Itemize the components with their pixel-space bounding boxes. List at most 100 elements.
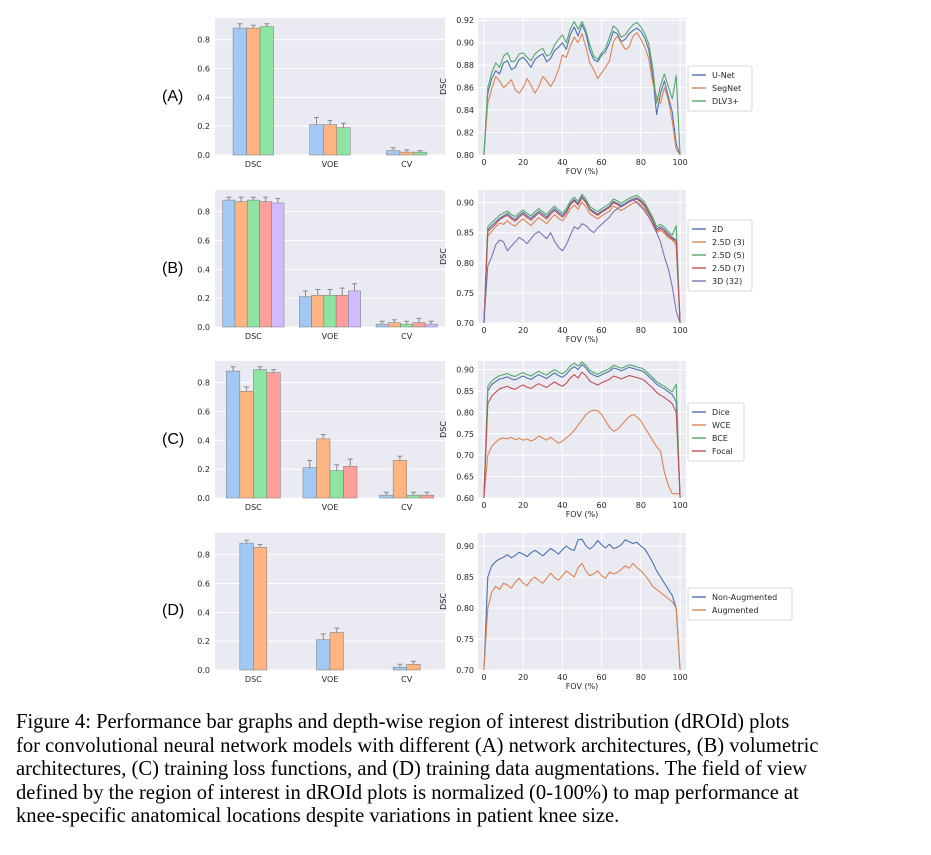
x-tick-label: 40 <box>557 326 567 335</box>
x-tick-label: 20 <box>518 501 528 510</box>
y-tick-label: 0.90 <box>456 39 474 48</box>
y-tick-label: 0.80 <box>456 604 474 613</box>
x-tick-label: 20 <box>518 326 528 335</box>
bar <box>329 470 344 499</box>
x-axis-label: FOV (%) <box>566 335 599 344</box>
x-tick-label: 100 <box>672 158 687 167</box>
bar <box>406 494 421 499</box>
panel-labels: (A) (B) (C) (D) <box>162 88 184 619</box>
legend-label: SegNet <box>712 84 741 93</box>
y-tick-label: 0.75 <box>456 289 474 298</box>
bar <box>336 127 351 156</box>
y-tick-label: 0.2 <box>197 465 210 474</box>
legend-label: 2D <box>712 225 723 234</box>
x-tick-label: CV <box>401 675 413 684</box>
panel-label-c: (C) <box>162 431 184 448</box>
y-tick-label: 0.2 <box>197 637 210 646</box>
y-tick-label: 0.4 <box>197 436 210 445</box>
line-chart-D-line: 0.70 0.75 0.80 0.85 0.90 0 20 40 60 80 100 FOV (%) D… <box>439 533 793 691</box>
y-tick-label: 0.8 <box>197 208 210 217</box>
x-tick-label: 100 <box>672 501 687 510</box>
y-tick-label: 0.0 <box>197 666 210 675</box>
bar <box>388 322 401 328</box>
x-tick-label: VOE <box>322 160 339 169</box>
y-tick-label: 0.90 <box>456 199 474 208</box>
y-tick-label: 0.90 <box>456 542 474 551</box>
x-tick-label: 100 <box>672 673 687 682</box>
x-tick-label: CV <box>401 503 413 512</box>
bar <box>323 124 337 156</box>
y-tick-label: 0.8 <box>197 36 210 45</box>
bar <box>311 295 325 328</box>
x-tick-label: VOE <box>322 503 339 512</box>
x-tick-label: 80 <box>636 326 646 335</box>
x-tick-label: DSC <box>245 503 262 512</box>
bar-chart-C-bar: 0.0 0.2 0.4 0.6 0.8 DSC VOE CV <box>197 361 445 512</box>
series-line <box>483 24 681 155</box>
x-tick-label: 60 <box>597 158 607 167</box>
y-axis-label: DSC <box>439 78 448 95</box>
legend-box <box>687 65 753 112</box>
x-axis-label: FOV (%) <box>566 682 599 691</box>
x-tick-label: 0 <box>481 326 486 335</box>
bar <box>399 151 414 156</box>
legend-label: Focal <box>712 447 733 456</box>
bar <box>246 199 260 328</box>
x-tick-label: 60 <box>597 673 607 682</box>
legend-box <box>687 402 745 462</box>
bar <box>419 494 434 499</box>
x-tick-label: DSC <box>245 160 262 169</box>
bar-chart-D-bar: 0.0 0.2 0.4 0.6 0.8 DSC VOE CV <box>197 533 445 684</box>
figure-canvas: (A) (B) (C) (D) 0.0 0.2 0.4 0.6 0.8 DSC VOE CV 0… <box>162 16 793 691</box>
series-line <box>483 371 681 498</box>
x-tick-label: DSC <box>245 332 262 341</box>
y-tick-label: 0.70 <box>456 451 474 460</box>
legend-label: U-Net <box>712 71 735 80</box>
bar <box>412 322 426 328</box>
series-line <box>483 409 681 498</box>
y-tick-label: 0.0 <box>197 323 210 332</box>
caption-line: Figure 4: Performance bar graphs and dep… <box>16 711 790 733</box>
x-tick-label: VOE <box>322 675 339 684</box>
y-tick-label: 0.85 <box>456 387 474 396</box>
series-line <box>483 199 681 323</box>
plot-area <box>478 190 686 323</box>
bar <box>335 295 349 328</box>
y-tick-label: 0.84 <box>456 106 474 115</box>
x-tick-label: 20 <box>518 158 528 167</box>
y-tick-label: 0.70 <box>456 319 474 328</box>
series-line <box>483 361 681 498</box>
y-tick-label: 0.4 <box>197 265 210 274</box>
x-tick-label: 80 <box>636 501 646 510</box>
legend-label: 2.5D (7) <box>712 264 745 273</box>
bar <box>226 370 241 499</box>
legend-label: 3D (32) <box>712 277 742 286</box>
y-tick-label: 0.85 <box>456 229 474 238</box>
y-tick-label: 0.8 <box>197 379 210 388</box>
legend-label: WCE <box>712 421 731 430</box>
legend-box <box>687 587 793 621</box>
bar <box>375 323 389 328</box>
y-axis-label: DSC <box>439 593 448 610</box>
x-tick-label: CV <box>401 332 413 341</box>
bar <box>424 323 438 328</box>
caption-line: architectures, (C) training loss functio… <box>16 758 808 781</box>
legend-label: Non-Augmented <box>712 593 777 602</box>
x-tick-label: 20 <box>518 673 528 682</box>
x-tick-label: 0 <box>481 673 486 682</box>
bar <box>246 27 261 156</box>
y-tick-label: 0.4 <box>197 93 210 102</box>
bar <box>316 639 331 671</box>
y-tick-label: 0.6 <box>197 64 210 73</box>
y-tick-label: 0.75 <box>456 635 474 644</box>
x-tick-label: 40 <box>557 673 567 682</box>
legend-label: 2.5D (5) <box>712 251 745 260</box>
y-tick-label: 0.86 <box>456 84 474 93</box>
bar <box>239 391 254 499</box>
y-axis-label: DSC <box>439 421 448 438</box>
series-line <box>483 193 681 323</box>
bar <box>271 202 285 328</box>
series-line <box>483 32 681 155</box>
y-tick-label: 0.60 <box>456 494 474 503</box>
